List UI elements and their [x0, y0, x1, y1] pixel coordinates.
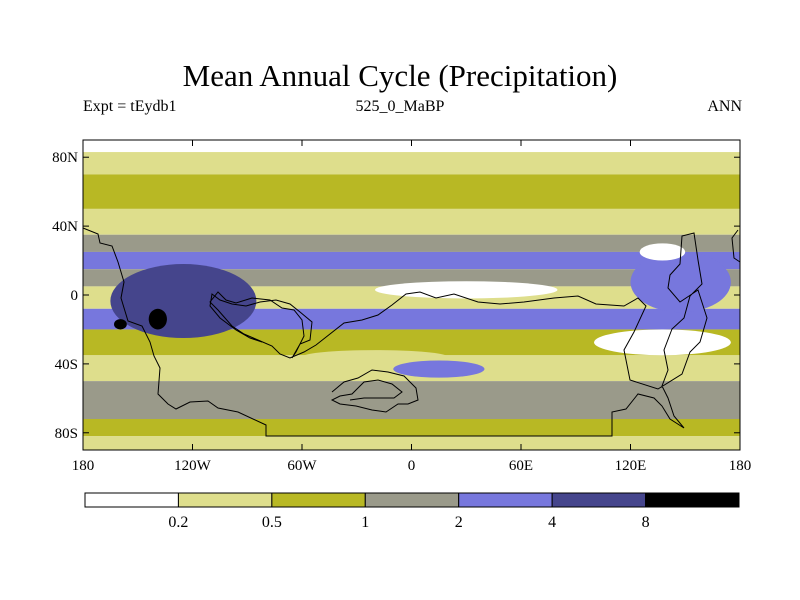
season-label: ANN [707, 98, 742, 115]
x-tick-label: 60E [509, 458, 533, 474]
y-tick-label: 40N [52, 219, 78, 235]
colorbar-label: 8 [642, 514, 650, 531]
precip-band-3 [83, 208, 740, 235]
colorbar-label: 0.5 [262, 514, 282, 531]
precip-region-1 [148, 308, 167, 330]
precip-band-11 [83, 381, 740, 419]
precip-region-7 [302, 350, 448, 364]
colorbar-label: 4 [548, 514, 556, 531]
x-tick-label: 120E [615, 458, 647, 474]
colorbar-label: 0.2 [168, 514, 188, 531]
precip-band-2 [83, 174, 740, 209]
y-tick-label: 40S [55, 357, 78, 373]
x-tick-label: 60W [287, 458, 317, 474]
y-tick-label: 80N [52, 150, 78, 166]
precip-region-3 [630, 251, 731, 313]
precip-band-13 [83, 436, 740, 450]
x-tick-label: 0 [408, 458, 416, 474]
colorbar-label: 1 [361, 514, 369, 531]
precip-region-0 [110, 264, 257, 339]
precip-band-6 [83, 269, 740, 287]
y-tick-label: 80S [55, 426, 78, 442]
colorbar: 0.2 0.5 1 2 4 8 [84, 492, 740, 531]
continent-outline-south-island [330, 369, 419, 413]
colorbar-box-5 [551, 492, 647, 508]
continent-outline-west [82, 227, 708, 437]
period-label: 525_0_MaBP [355, 98, 445, 115]
precip-region-5 [639, 243, 686, 261]
y-axis: 80N 40N 0 40S 80S [52, 150, 740, 442]
precip-region-2 [114, 319, 127, 330]
colorbar-box-4 [458, 492, 553, 508]
precip-band-5 [83, 251, 740, 270]
colorbar-box-2 [271, 492, 366, 508]
experiment-label: Expt = tEydb1 [83, 98, 177, 115]
precip-region-4 [375, 281, 558, 299]
precip-region-8 [393, 360, 485, 378]
precip-band-12 [83, 419, 740, 437]
chart-title: Mean Annual Cycle (Precipitation) [182, 58, 618, 93]
colorbar-box-1 [177, 492, 273, 508]
x-tick-label: 180 [729, 458, 752, 474]
continent-outline-east-coast [731, 229, 741, 263]
y-tick-label: 0 [71, 288, 79, 304]
precip-band-4 [83, 234, 740, 252]
colorbar-box-3 [364, 492, 460, 508]
x-tick-label: 180 [72, 458, 95, 474]
continent-outlines [82, 227, 741, 437]
x-tick-label: 120W [174, 458, 212, 474]
x-axis: 180 120W 60W 0 60E 120E 180 [72, 140, 752, 474]
precip-band-0 [83, 140, 740, 153]
colorbar-box-6 [645, 492, 740, 508]
colorbar-box-0 [84, 492, 179, 508]
precipitation-field [83, 140, 740, 450]
colorbar-label: 2 [455, 514, 463, 531]
precip-band-1 [83, 152, 740, 175]
precip-region-6 [594, 329, 731, 356]
